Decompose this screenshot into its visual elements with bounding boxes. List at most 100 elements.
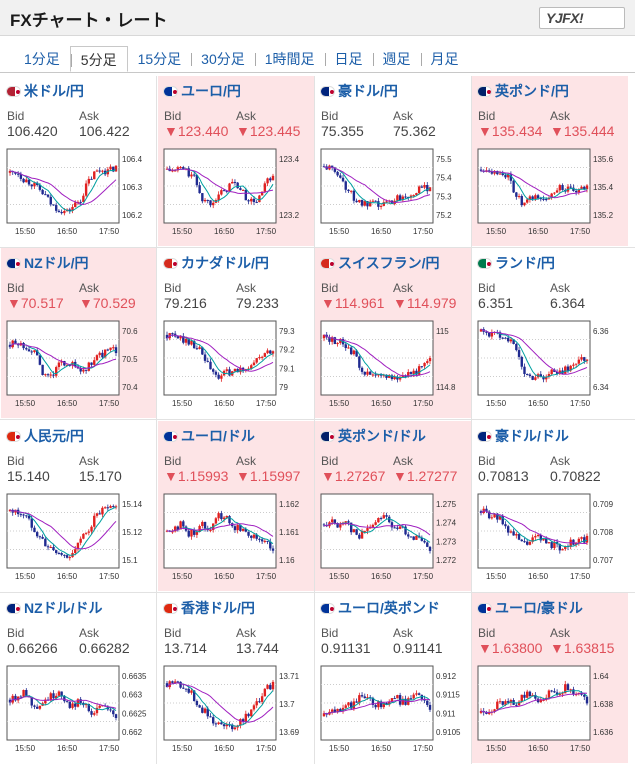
pair-link[interactable]: 人民元/円 <box>6 427 84 445</box>
pair-link[interactable]: ユーロ/豪ドル <box>477 599 583 617</box>
mini-chart[interactable]: 75.5 75.4 75.3 75.2 15:50 16:50 17:50 <box>320 148 465 238</box>
eu-au-flag-icon <box>477 602 492 614</box>
rate-card[interactable]: 香港ドル/円 Bid Ask 13.714 13.744 13.71 13.7 13.69 15… <box>158 593 314 763</box>
candle-body <box>8 699 12 703</box>
pair-link[interactable]: 米ドル/円 <box>6 82 84 100</box>
candle-body <box>498 332 502 338</box>
chart-container[interactable]: 75.5 75.4 75.3 75.2 15:50 16:50 17:50 <box>320 148 465 238</box>
rate-card[interactable]: ランド/円 Bid Ask 6.351 6.364 6.36 6.34 15:50 16:50 1… <box>472 248 628 418</box>
tab-0[interactable]: 1分足 <box>24 51 60 67</box>
x-tick-label: 15:50 <box>172 227 193 236</box>
rate-card[interactable]: 豪ドル/円 Bid Ask 75.355 75.362 75.5 75.4 75.3 75.2 1… <box>315 76 471 246</box>
mini-chart[interactable]: 135.6 135.4 135.2 15:50 16:50 17:50 <box>477 148 622 238</box>
mini-chart[interactable]: 79.3 79.2 79.1 79 15:50 16:50 17:50 <box>163 320 308 410</box>
pair-link[interactable]: 英ポンド/円 <box>477 82 569 100</box>
mini-chart[interactable]: 0.912 0.9115 0.911 0.9105 15:50 16:50 17:50 <box>320 665 465 755</box>
pair-link[interactable]: カナダドル/円 <box>163 254 269 272</box>
mini-chart[interactable]: 1.64 1.638 1.636 15:50 16:50 17:50 <box>477 665 622 755</box>
mini-chart[interactable]: 15.14 15.12 15.1 15:50 16:50 17:50 <box>6 493 151 583</box>
chart-container[interactable]: 6.36 6.34 15:50 16:50 17:50 <box>477 320 622 410</box>
x-tick-label: 17:50 <box>99 744 120 753</box>
chart-container[interactable]: 1.64 1.638 1.636 15:50 16:50 17:50 <box>477 665 622 755</box>
candle-body <box>363 696 366 699</box>
pair-link[interactable]: 豪ドル/円 <box>320 82 398 100</box>
rate-card[interactable]: 人民元/円 Bid Ask 15.140 15.170 15.14 15.12 15.1 15:… <box>1 421 157 591</box>
pair-link[interactable]: ユーロ/英ポンド <box>320 599 440 617</box>
rate-card[interactable]: NZドル/ドル Bid Ask 0.66266 0.66282 0.6635 0.663 0.… <box>1 593 157 763</box>
candle-body <box>30 351 33 353</box>
tab-1[interactable]: 5分足 <box>69 46 128 72</box>
pair-link[interactable]: NZドル/円 <box>6 254 89 272</box>
pair-link[interactable]: ユーロ/ドル <box>163 427 255 445</box>
candle-body <box>182 687 185 689</box>
mini-chart[interactable]: 106.4 106.3 106.2 15:50 16:50 17:50 <box>6 148 151 238</box>
candle-body <box>512 339 515 344</box>
rate-card[interactable]: カナダドル/円 Bid Ask 79.216 79.233 79.3 79.2 79.1 79 1… <box>158 248 314 418</box>
chart-container[interactable]: 79.3 79.2 79.1 79 15:50 16:50 17:50 <box>163 320 308 410</box>
chart-container[interactable]: 0.6635 0.663 0.6625 0.662 15:50 16:50 17:50 <box>6 665 151 755</box>
chart-container[interactable]: 123.4 123.2 15:50 16:50 17:50 <box>163 148 308 238</box>
rate-card[interactable]: 豪ドル/ドル Bid Ask 0.70813 0.70822 0.709 0.708 0.70… <box>472 421 628 591</box>
rate-card[interactable]: ユーロ/豪ドル Bid Ask ▼1.63800 ▼1.63815 1.64 1.638 1.… <box>472 593 628 763</box>
candle-body <box>98 170 101 172</box>
pair-link[interactable]: ユーロ/円 <box>163 82 241 100</box>
chart-container[interactable]: 13.71 13.7 13.69 15:50 16:50 17:50 <box>163 665 308 755</box>
pair-link[interactable]: 香港ドル/円 <box>163 599 255 617</box>
rate-card[interactable]: NZドル/円 Bid Ask ▼70.517 ▼70.529 70.6 70.5 70.4 15… <box>1 248 157 418</box>
mini-chart[interactable]: 1.275 1.274 1.273 1.272 15:50 16:50 17:50 <box>320 493 465 583</box>
chart-container[interactable]: 115 114.8 15:50 16:50 17:50 <box>320 320 465 410</box>
chart-container[interactable]: 1.275 1.274 1.273 1.272 15:50 16:50 17:50 <box>320 493 465 583</box>
candle-body <box>203 354 207 361</box>
rate-card[interactable]: 米ドル/円 Bid Ask 106.420 106.422 106.4 106.3 106.2… <box>1 76 157 246</box>
rate-card[interactable]: ユーロ/円 Bid Ask ▼123.440 ▼123.445 123.4 123.2 15:… <box>158 76 314 246</box>
pair-link[interactable]: NZドル/ドル <box>6 599 103 617</box>
chart-container[interactable]: 106.4 106.3 106.2 15:50 16:50 17:50 <box>6 148 151 238</box>
x-tick-label: 15:50 <box>15 399 36 408</box>
chart-container[interactable]: 70.6 70.5 70.4 15:50 16:50 17:50 <box>6 320 151 410</box>
mini-chart[interactable]: 0.709 0.708 0.707 15:50 16:50 17:50 <box>477 493 622 583</box>
rate-card[interactable]: 英ポンド/ドル Bid Ask ▼1.27267 ▼1.27277 1.275 1.274 1… <box>315 421 471 591</box>
tab-7[interactable]: 月足 <box>420 46 469 72</box>
candle-body <box>534 195 537 199</box>
mini-chart[interactable]: 70.6 70.5 70.4 15:50 16:50 17:50 <box>6 320 151 410</box>
tab-5[interactable]: 日足 <box>324 46 373 72</box>
pair-link[interactable]: 英ポンド/ドル <box>320 427 426 445</box>
tab-6[interactable]: 週足 <box>372 46 421 72</box>
chart-container[interactable]: 1.162 1.161 1.16 15:50 16:50 17:50 <box>163 493 308 583</box>
rate-card[interactable]: 英ポンド/円 Bid Ask ▼135.434 ▼135.444 135.6 135.4 13… <box>472 76 628 246</box>
candle-body <box>531 537 534 542</box>
candle-body <box>344 705 347 708</box>
candle-body <box>415 370 418 375</box>
mini-chart[interactable]: 1.162 1.161 1.16 15:50 16:50 17:50 <box>163 493 308 583</box>
candle-body <box>201 707 204 713</box>
candle-body <box>68 701 71 708</box>
mini-chart[interactable]: 115 114.8 15:50 16:50 17:50 <box>320 320 465 410</box>
pair-link[interactable]: 豪ドル/ドル <box>477 427 569 445</box>
tab-3[interactable]: 30分足 <box>191 46 255 72</box>
yjfx-logo[interactable]: YJFX! <box>539 7 625 29</box>
candle-body <box>217 194 220 201</box>
chart-container[interactable]: 0.709 0.708 0.707 15:50 16:50 17:50 <box>477 493 622 583</box>
rate-grid: 米ドル/円 Bid Ask 106.420 106.422 106.4 106.3 106.2… <box>1 76 635 764</box>
mini-chart[interactable]: 123.4 123.2 15:50 16:50 17:50 <box>163 148 308 238</box>
candle-body <box>187 530 190 537</box>
mini-chart[interactable]: 13.71 13.7 13.69 15:50 16:50 17:50 <box>163 665 308 755</box>
chart-container[interactable]: 0.912 0.9115 0.911 0.9105 15:50 16:50 17:50 <box>320 665 465 755</box>
pair-link[interactable]: スイスフラン/円 <box>320 254 439 272</box>
x-tick-label: 17:50 <box>413 744 434 753</box>
tab-2[interactable]: 15分足 <box>137 51 182 67</box>
rate-card[interactable]: スイスフラン/円 Bid Ask ▼114.961 ▼114.979 115 114.8 15… <box>315 248 471 418</box>
candle-body <box>352 350 356 355</box>
rate-card[interactable]: ユーロ/英ポンド Bid Ask 0.91131 0.91141 0.912 0.9115 0… <box>315 593 471 763</box>
ask-value: ▼1.63815 <box>550 640 615 656</box>
rate-card[interactable]: ユーロ/ドル Bid Ask ▼1.15993 ▼1.15997 1.162 1.161 1.… <box>158 421 314 591</box>
mini-chart[interactable]: 6.36 6.34 15:50 16:50 17:50 <box>477 320 622 410</box>
tab-4[interactable]: 1時間足 <box>254 46 325 72</box>
chart-container[interactable]: 15.14 15.12 15.1 15:50 16:50 17:50 <box>6 493 151 583</box>
mini-chart[interactable]: 0.6635 0.663 0.6625 0.662 15:50 16:50 17:50 <box>6 665 151 755</box>
chart-container[interactable]: 135.6 135.4 135.2 15:50 16:50 17:50 <box>477 148 622 238</box>
row-divider <box>0 247 635 248</box>
candle-body <box>336 708 339 713</box>
bid-value: ▼114.961 <box>321 295 385 311</box>
pair-link[interactable]: ランド/円 <box>477 254 555 272</box>
